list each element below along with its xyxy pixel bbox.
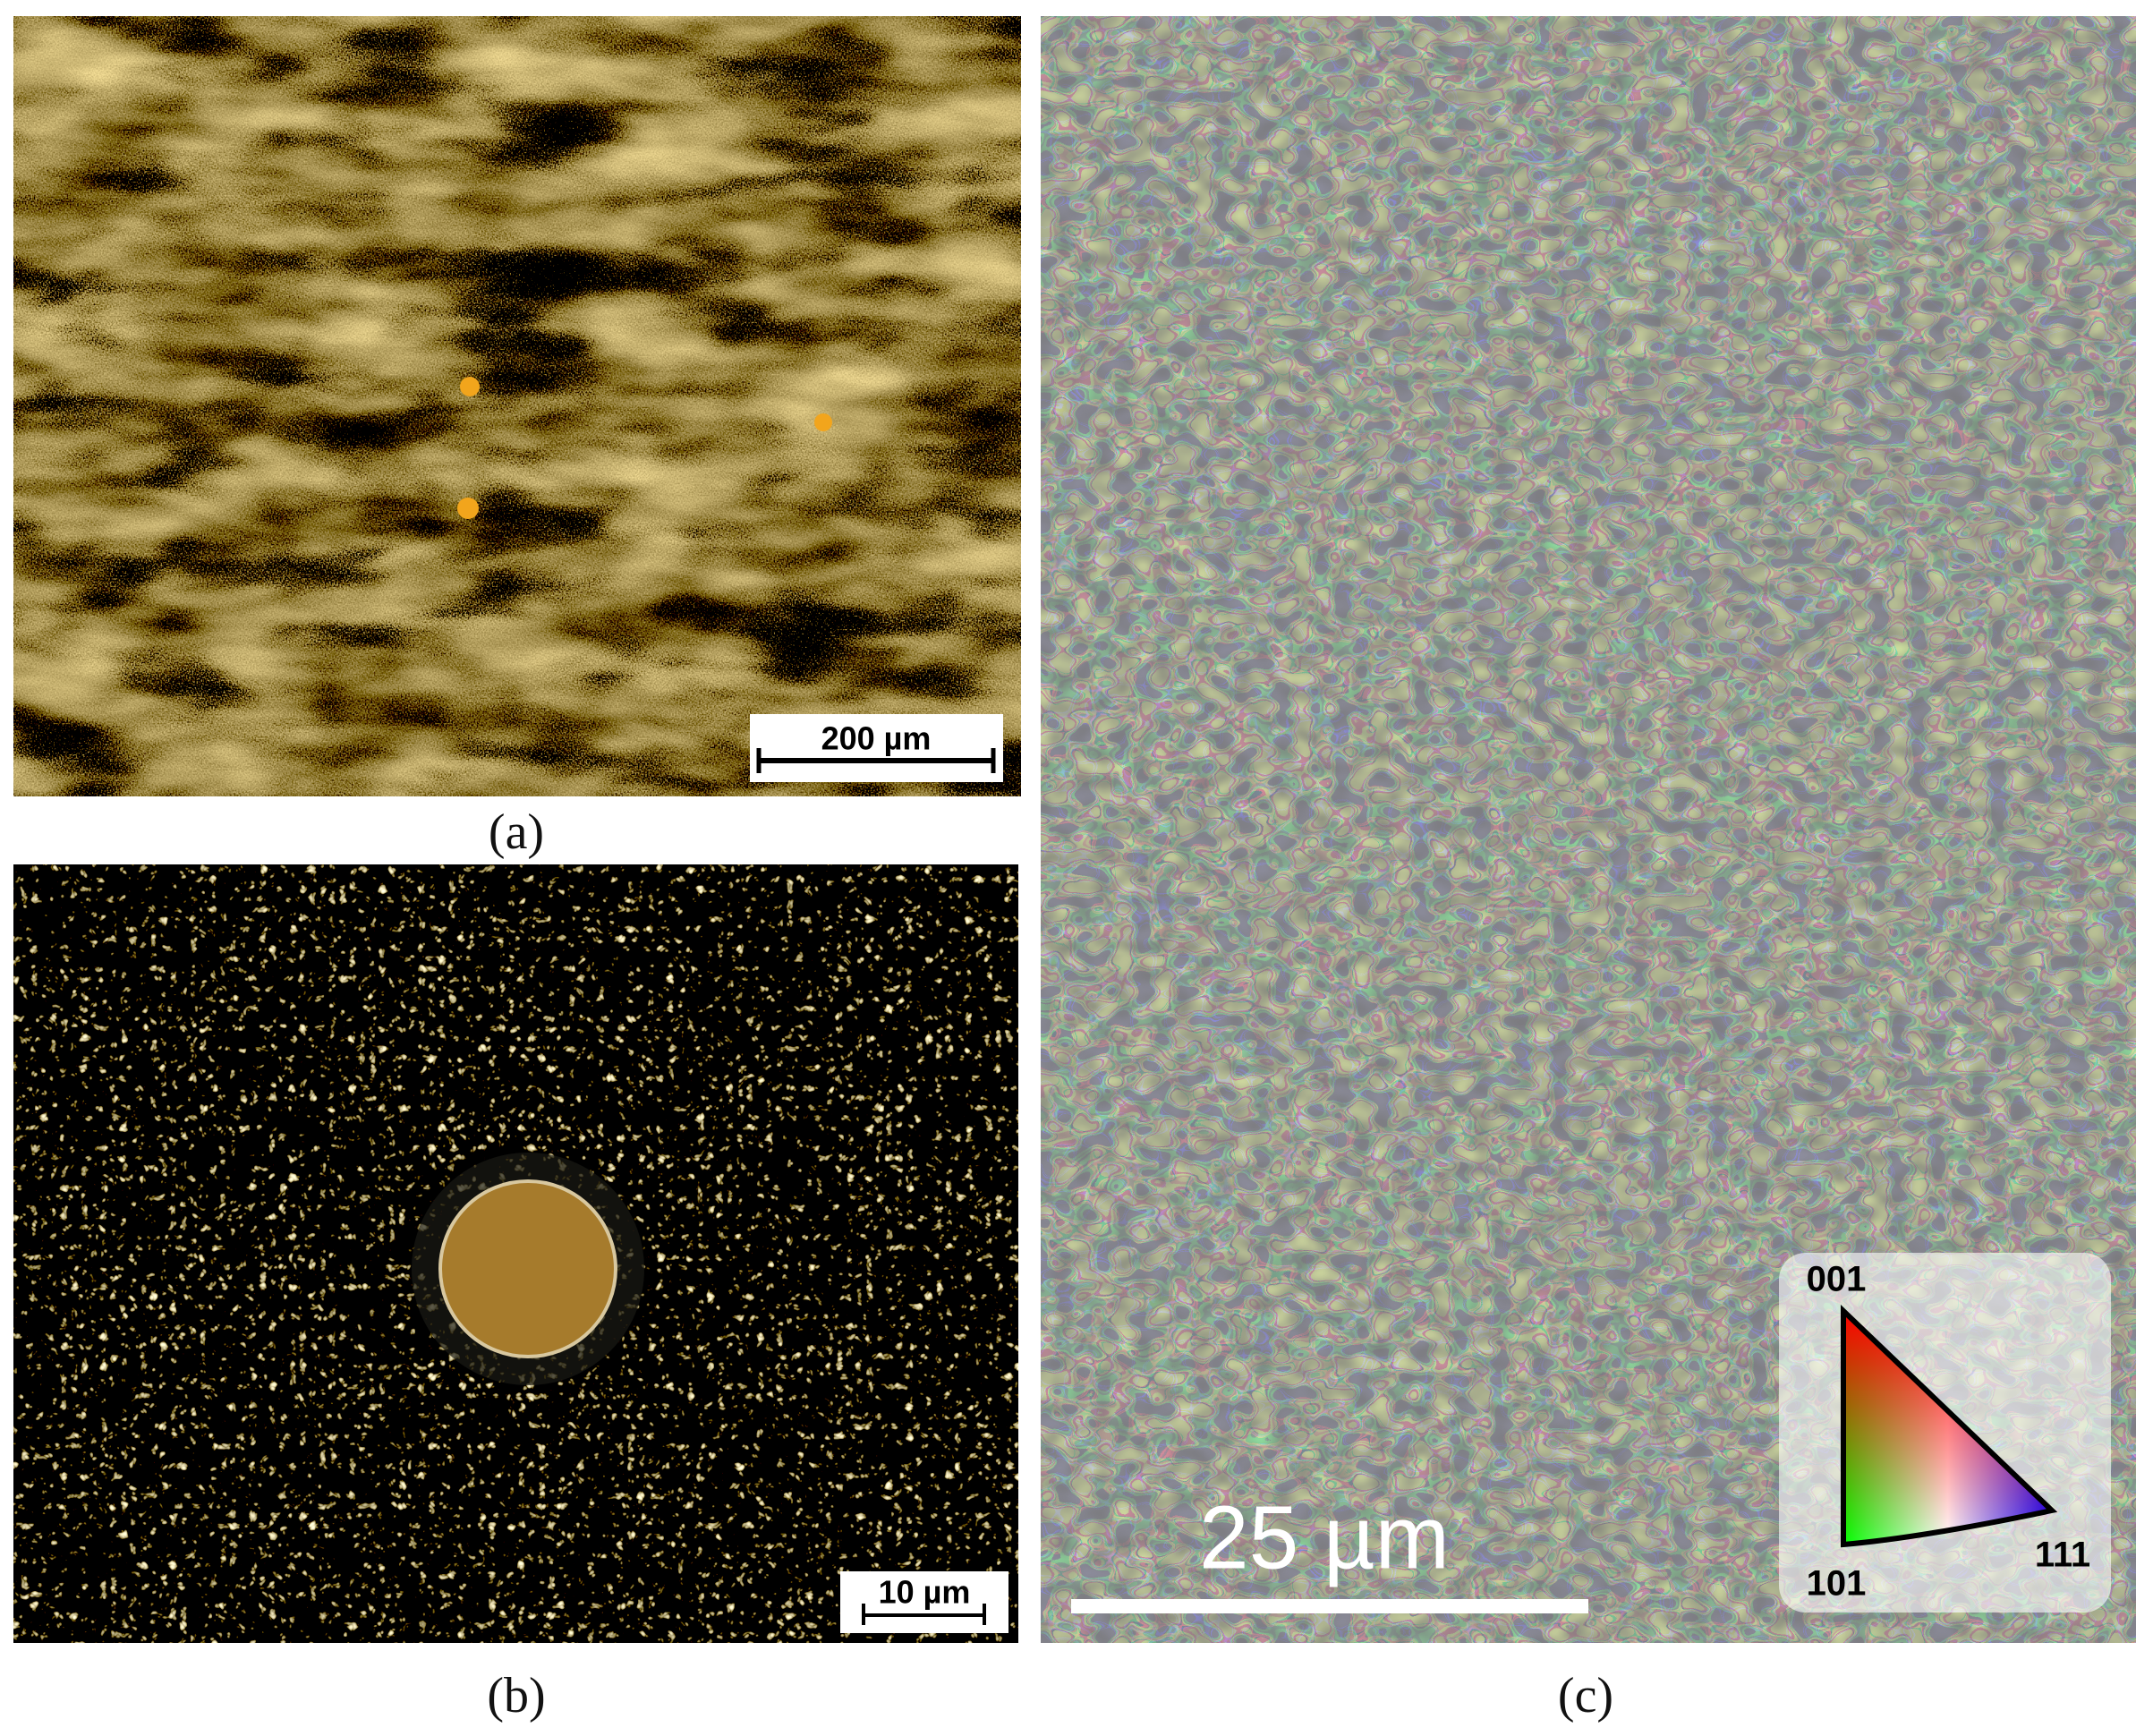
panel-label: (a) [489,804,544,860]
inclusion [457,498,479,519]
ipf-label: 111 [2035,1536,2090,1575]
ipf-label: 101 [1807,1564,1867,1604]
scale-bar-label: 25 µm [1199,1487,1450,1587]
scale-bar-box [840,1571,1008,1633]
scale-bar-label: 10 µm [879,1574,971,1611]
ipf-label: 001 [1807,1260,1867,1299]
inclusion [460,377,480,396]
ipf-triangle-outline [1841,1304,2058,1548]
micrograph-a-texture [13,16,1021,796]
inclusion [814,413,832,431]
scale-bar-label: 200 µm [821,720,932,757]
scale-bar-box [750,714,1003,782]
panel-label: (b) [487,1668,545,1723]
panel-label: (c) [1558,1668,1613,1723]
particle [438,1179,617,1358]
